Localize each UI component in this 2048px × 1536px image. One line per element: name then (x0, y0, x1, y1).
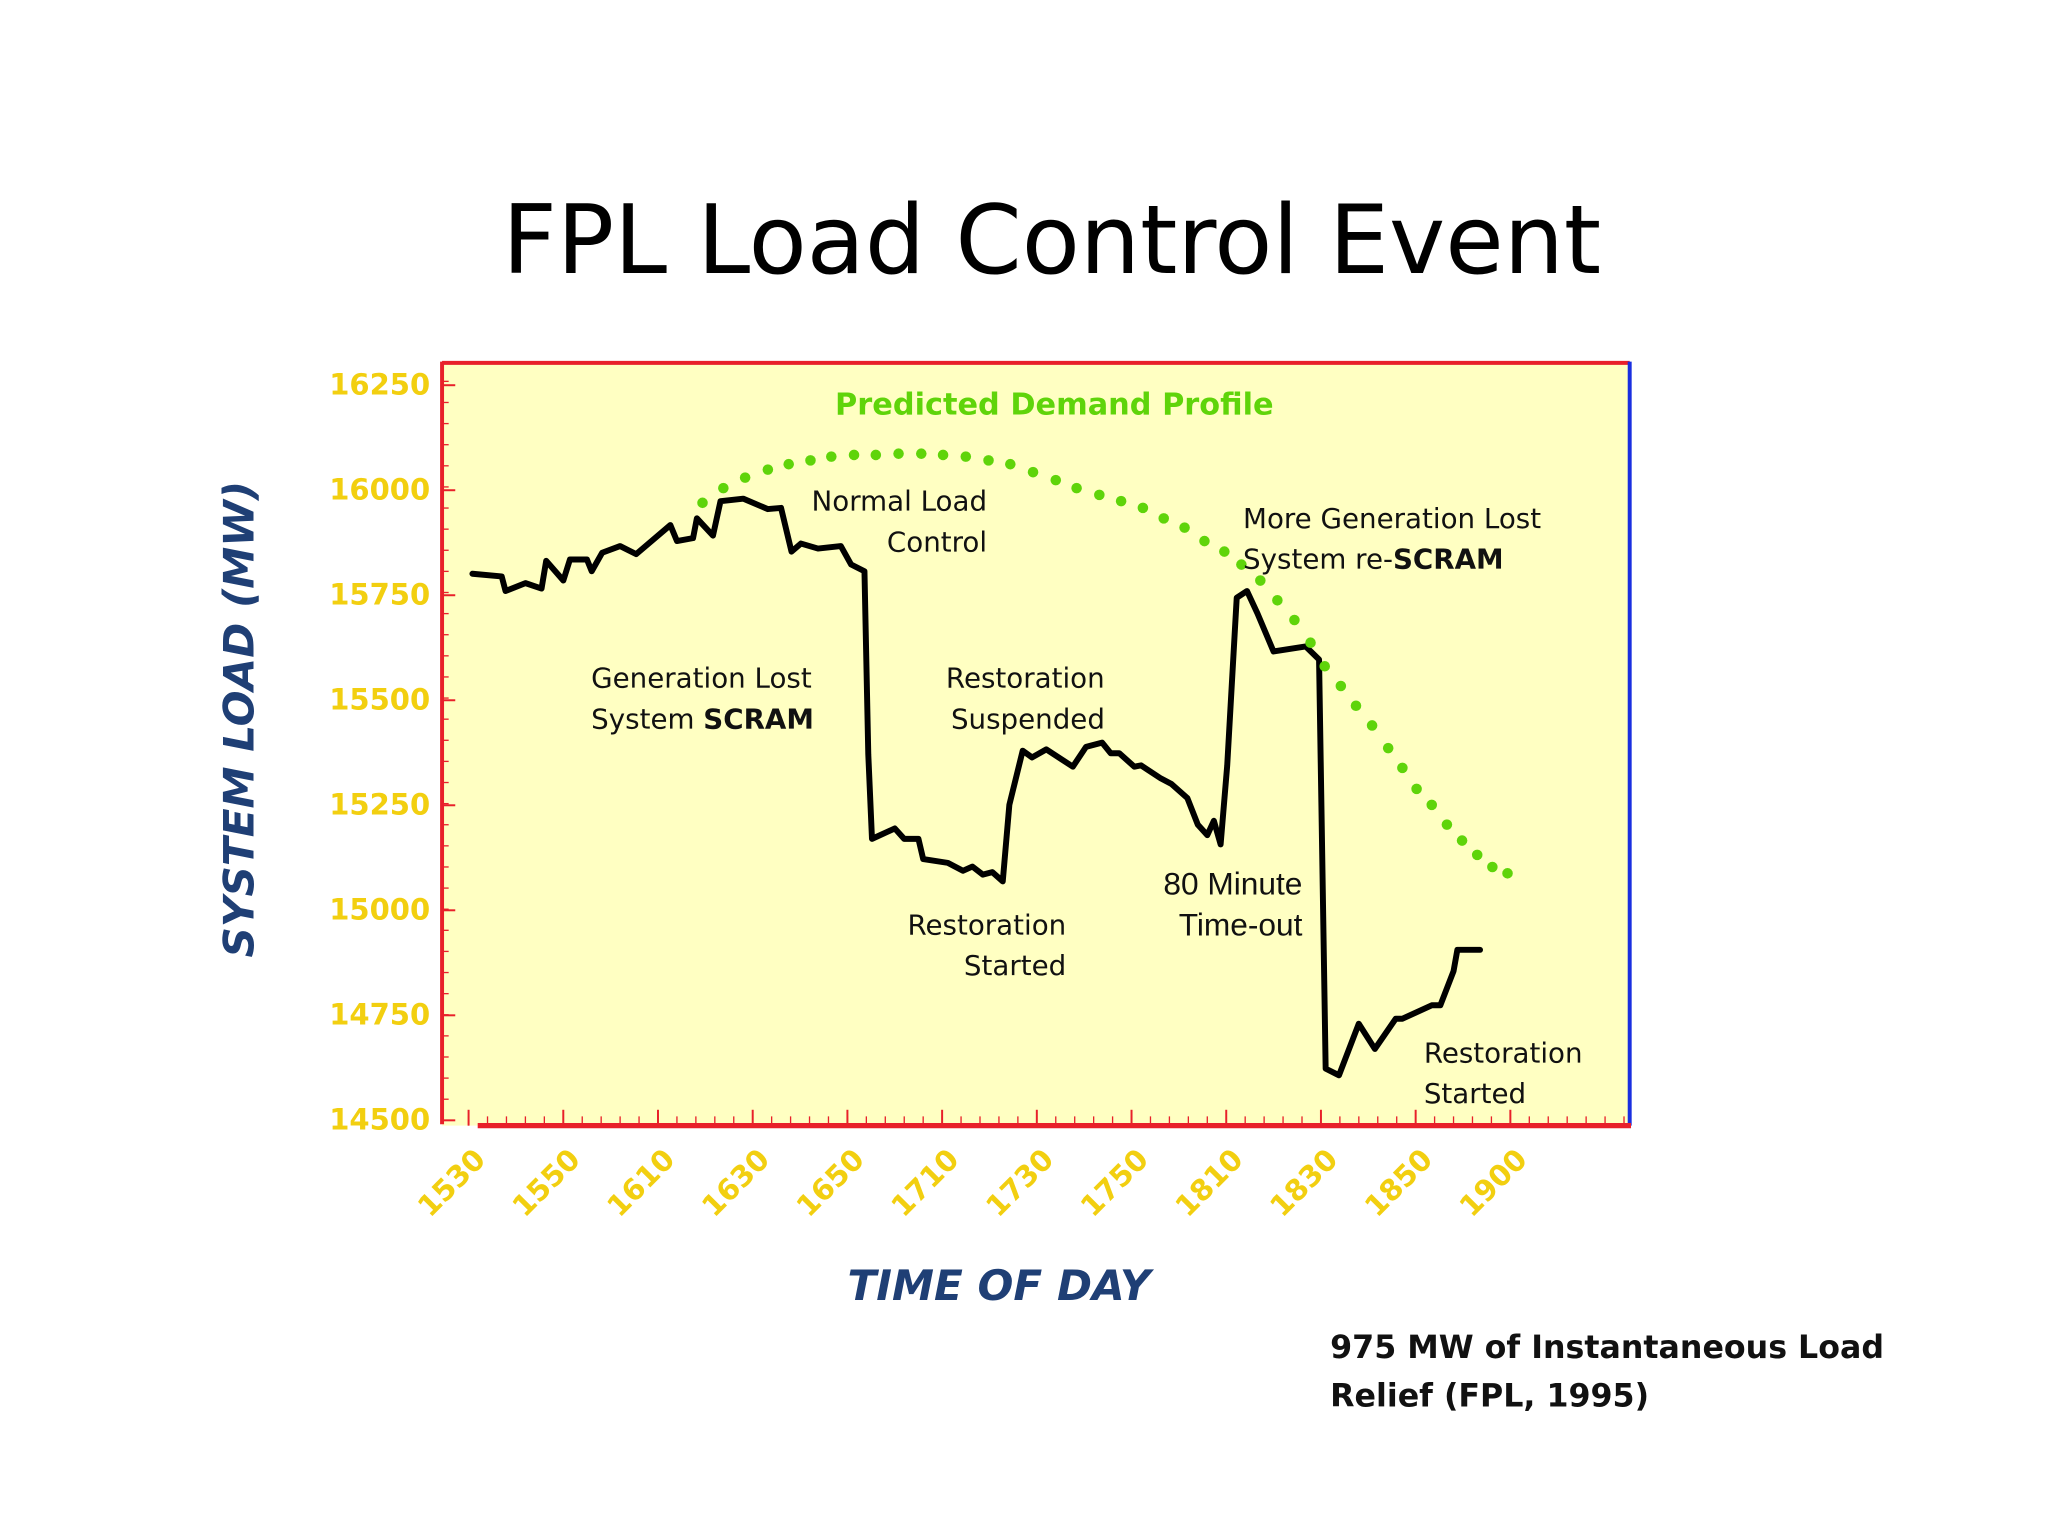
y-tick-label: 15000 (329, 893, 430, 927)
data-point (826, 451, 837, 462)
plot-area (442, 362, 1630, 1126)
data-point (1335, 680, 1347, 692)
data-point (1319, 660, 1331, 672)
data-point (893, 448, 904, 459)
series-label: Predicted Demand Profile (835, 387, 1274, 422)
x-tick-label: 1610 (600, 1142, 681, 1223)
y-axis-title: SYSTEM LOAD (MW) (214, 481, 263, 958)
data-point (1179, 522, 1190, 533)
annotation: 80 Minute Time-out (1163, 866, 1302, 943)
x-tick-label: 1630 (695, 1142, 776, 1223)
x-tick-label: 1730 (979, 1142, 1060, 1223)
data-point (1471, 849, 1483, 861)
data-point (1255, 575, 1266, 586)
y-tick-label: 16250 (329, 368, 430, 402)
x-tick-label: 1650 (790, 1142, 871, 1223)
data-point (1137, 502, 1149, 514)
annotation: Restoration Started (1424, 1036, 1583, 1110)
annotation: Normal Load Control (812, 485, 988, 559)
data-point (1350, 700, 1362, 712)
data-point (1236, 559, 1247, 570)
data-point (848, 449, 860, 461)
data-point (1219, 546, 1230, 557)
note: 975 MW of Instantaneous Load Relief (FPL,… (1330, 1330, 1884, 1415)
data-point (870, 449, 882, 461)
data-point (983, 455, 994, 466)
data-point (1199, 535, 1210, 547)
x-axis-title: TIME OF DAY (847, 1261, 1154, 1310)
x-tick-label: 1550 (506, 1142, 587, 1223)
data-point (1115, 495, 1127, 507)
data-point (1426, 799, 1438, 811)
data-point (762, 464, 774, 475)
x-tick-label: 1710 (884, 1142, 965, 1223)
y-tick-label: 15250 (329, 788, 430, 822)
y-tick-label: 15500 (329, 683, 430, 717)
series (469, 448, 1513, 1079)
data-point (1005, 458, 1016, 470)
data-point (1289, 614, 1300, 626)
line (469, 495, 1484, 1079)
data-point (1027, 466, 1039, 478)
data-point (1305, 637, 1316, 648)
data-point (1050, 474, 1062, 486)
x-tick-label: 1850 (1358, 1142, 1439, 1223)
x-tick-label: 1830 (1263, 1142, 1344, 1223)
data-point (697, 497, 708, 509)
data-point (1158, 513, 1170, 524)
data-point (1502, 868, 1513, 879)
annotation: Restoration Suspended (946, 662, 1105, 736)
data-point (1272, 595, 1283, 606)
data-point (916, 448, 927, 459)
annotation: More Generation Lost System re-SCRAM (1243, 502, 1541, 576)
data-point (718, 482, 729, 494)
x-tick-label: 1750 (1074, 1142, 1155, 1223)
annotation: Restoration Started (907, 908, 1066, 982)
data-point (783, 458, 794, 470)
x-tick-label: 1530 (411, 1142, 492, 1223)
data-point (1071, 482, 1082, 494)
data-point (1397, 762, 1408, 774)
data-point (960, 451, 972, 462)
data-point (1382, 742, 1394, 754)
data-point (739, 472, 751, 483)
data-point (1441, 819, 1453, 830)
chart-title: FPL Load Control Event (502, 186, 1601, 296)
x-tick-label: 1900 (1453, 1142, 1534, 1223)
y-tick-label: 15750 (329, 578, 430, 612)
data-point (1094, 489, 1105, 501)
data-point (1456, 835, 1468, 846)
data-point (937, 449, 949, 461)
data-point (1366, 720, 1378, 731)
y-tick-label: 14750 (329, 998, 430, 1032)
data-point (1487, 861, 1498, 873)
x-tick-label: 1810 (1169, 1142, 1250, 1223)
data-point (1411, 783, 1422, 795)
annotation: Generation Lost System SCRAM (591, 662, 814, 736)
data-point (805, 455, 816, 466)
y-tick-label: 16000 (329, 473, 430, 507)
y-tick-label: 14500 (329, 1103, 430, 1137)
